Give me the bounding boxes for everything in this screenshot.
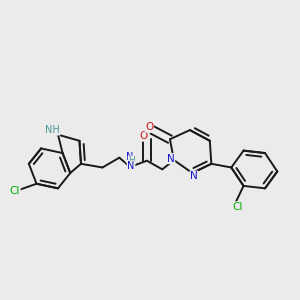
Text: NH: NH [45,125,60,135]
Text: N: N [126,152,134,162]
Text: Cl: Cl [232,202,243,212]
Text: O: O [140,131,148,141]
Text: N: N [190,171,198,181]
Text: N: N [167,154,175,164]
Text: O: O [145,122,154,132]
Text: H: H [128,156,135,165]
Text: Cl: Cl [10,186,20,196]
Text: H: H [126,153,134,163]
Text: N: N [127,161,135,171]
